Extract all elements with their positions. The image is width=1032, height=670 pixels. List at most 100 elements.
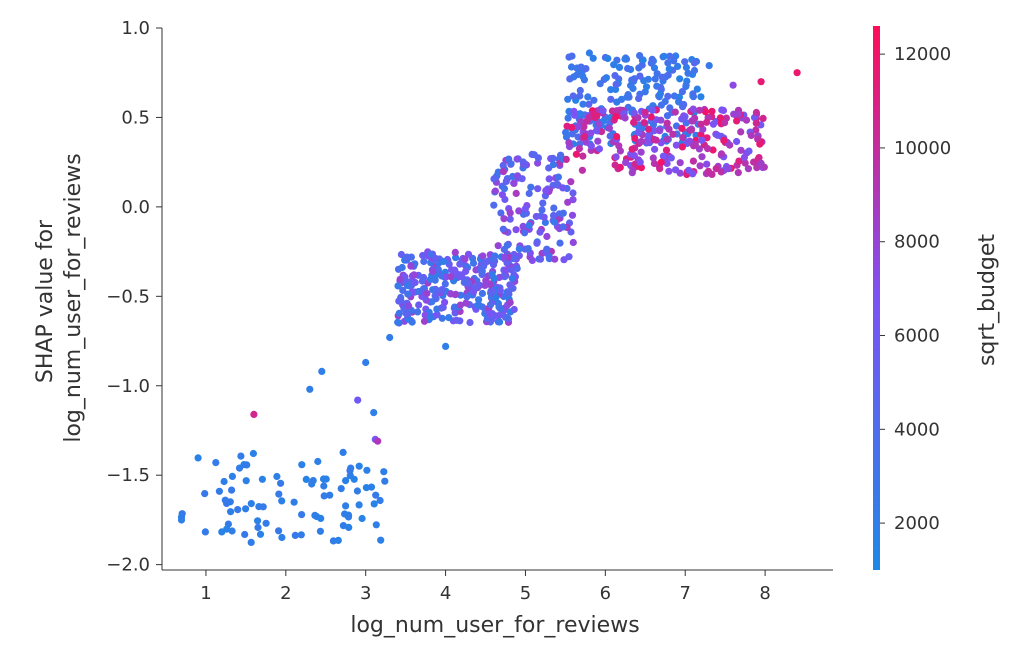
scatter-point: [237, 452, 245, 460]
scatter-point: [462, 267, 470, 275]
scatter-point: [273, 472, 281, 481]
scatter-point: [395, 309, 403, 317]
scatter-point: [709, 120, 718, 128]
scatter-point: [386, 333, 394, 342]
scatter-point: [254, 523, 262, 532]
scatter-point: [490, 201, 498, 209]
scatter-point: [500, 215, 508, 223]
scatter-point: [291, 531, 299, 540]
scatter-point: [559, 223, 567, 231]
scatter-point: [660, 52, 668, 60]
scatter-point: [490, 255, 498, 263]
scatter-point: [518, 175, 526, 183]
scatter-point: [681, 58, 689, 66]
scatter-point: [740, 153, 749, 161]
scatter-point: [550, 218, 558, 226]
scatter-point: [536, 228, 544, 236]
scatter-point: [317, 514, 325, 523]
scatter-point: [554, 173, 563, 181]
scatter-point: [201, 528, 209, 536]
scatter-point: [355, 501, 363, 509]
scatter-point: [613, 133, 621, 141]
scatter-point: [278, 497, 286, 505]
scatter-point: [215, 487, 223, 495]
scatter-point: [644, 125, 653, 133]
scatter-point: [657, 116, 665, 124]
scatter-point: [395, 297, 403, 305]
scatter-point: [697, 93, 705, 101]
y-tick-label: −1.0: [106, 376, 150, 397]
scatter-point: [737, 146, 745, 154]
scatter-point: [635, 64, 643, 72]
scatter-point: [499, 225, 507, 233]
scatter-point: [228, 486, 236, 494]
scatter-point: [451, 291, 459, 299]
scatter-point: [613, 107, 621, 115]
scatter-point: [396, 275, 404, 283]
scatter-point: [669, 130, 677, 138]
scatter-point: [463, 293, 471, 301]
scatter-point: [621, 114, 629, 122]
scatter-point: [681, 113, 689, 121]
scatter-point: [622, 158, 630, 167]
scatter-point: [725, 165, 733, 173]
scatter-point: [242, 477, 250, 485]
scatter-point: [690, 59, 699, 67]
scatter-point: [515, 207, 523, 215]
scatter-point: [242, 505, 250, 513]
scatter-point: [506, 215, 514, 223]
scatter-point: [223, 525, 231, 533]
scatter-point: [665, 125, 673, 133]
scatter-point: [759, 114, 767, 122]
scatter-point: [665, 167, 673, 175]
scatter-point: [445, 314, 453, 322]
tick-labels: 1 2 3 4 5 6 7 8 −2.0 −1.5 −1.0 −0.5 0.0 0.5 1.0: [106, 18, 771, 604]
scatter-point: [442, 342, 450, 350]
scatter-point: [247, 500, 255, 508]
scatter-point: [496, 318, 504, 326]
scatter-point: [637, 148, 645, 156]
scatter-point: [644, 132, 653, 140]
scatter-point: [500, 253, 509, 261]
scatter-point: [354, 396, 362, 404]
scatter-point: [503, 314, 511, 322]
scatter-point: [662, 146, 671, 154]
scatter-point: [316, 527, 324, 535]
scatter-point: [604, 54, 612, 63]
scatter-point: [676, 159, 684, 167]
scatter-point: [243, 461, 251, 469]
scatter-point: [733, 117, 741, 125]
scatter-point: [566, 75, 574, 83]
scatter-point: [569, 196, 577, 204]
scatter-point: [655, 126, 663, 134]
scatter-point: [521, 205, 529, 213]
scatter-point: [512, 226, 520, 234]
scatter-point: [377, 536, 385, 544]
scatter-point: [793, 69, 801, 77]
scatter-point: [636, 52, 644, 60]
scatter-point: [576, 92, 584, 100]
scatter-point: [428, 298, 436, 306]
scatter-point: [234, 506, 242, 514]
scatter-point: [460, 278, 468, 287]
scatter-point: [241, 530, 249, 539]
scatter-point: [254, 517, 262, 525]
scatter-point: [676, 75, 684, 83]
scatter-point: [594, 137, 602, 145]
x-tick-label: 3: [360, 583, 371, 604]
scatter-point: [451, 248, 459, 256]
scatter-point: [297, 531, 305, 539]
scatter-point: [666, 104, 674, 112]
scatter-point: [678, 124, 686, 132]
scatter-point: [438, 286, 446, 294]
scatter-point: [611, 72, 619, 80]
scatter-point: [670, 92, 679, 100]
scatter-point: [752, 126, 760, 134]
scatter-point: [451, 267, 459, 275]
scatter-point: [637, 137, 646, 146]
scatter-point: [410, 271, 418, 279]
colorbar-tick-label: 8000: [894, 232, 940, 253]
scatter-point: [469, 288, 478, 296]
scatter-point: [664, 92, 672, 100]
